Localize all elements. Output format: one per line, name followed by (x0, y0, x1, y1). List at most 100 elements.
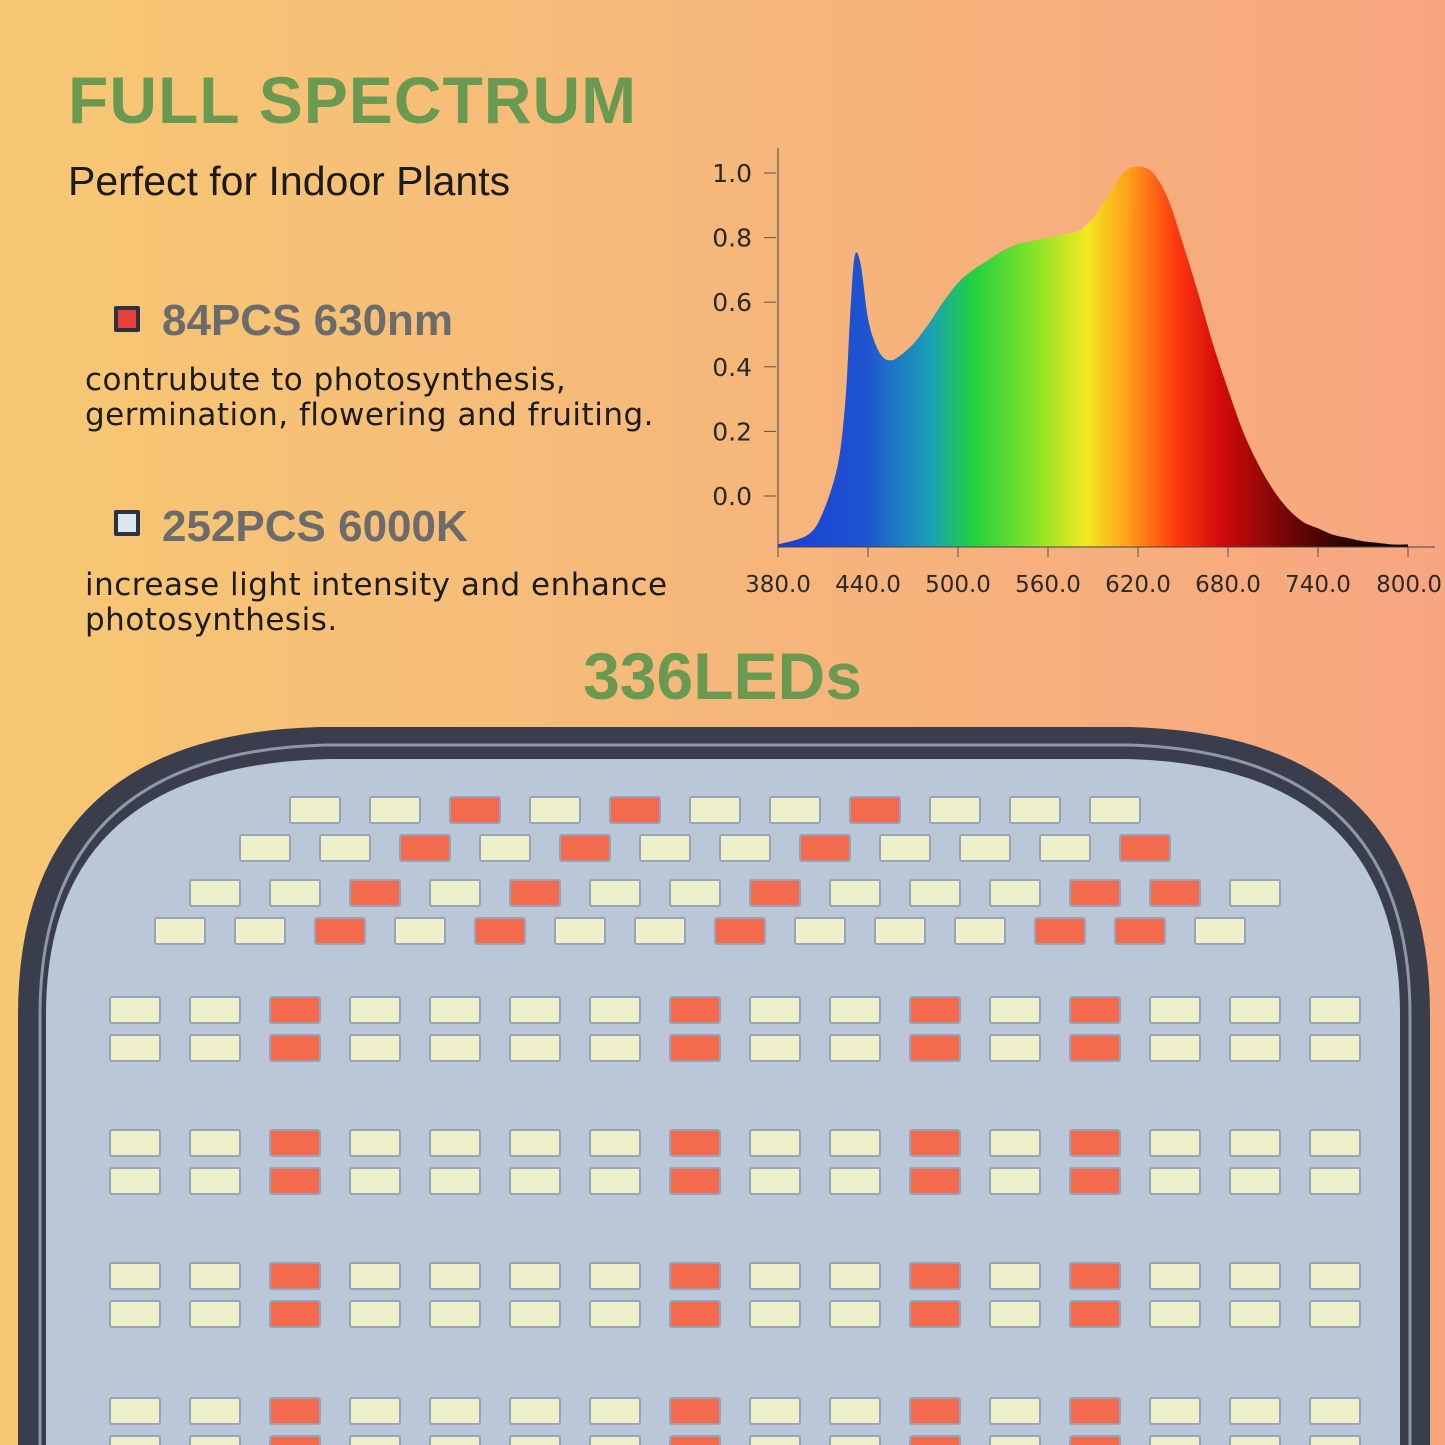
white-led-chip (769, 796, 821, 824)
white-led-chip (109, 1435, 161, 1445)
x-tick-label: 500.0 (925, 572, 991, 598)
white-led-chip (794, 917, 846, 945)
red-led-desc-line-1: contrubute to photosynthesis, (85, 362, 567, 398)
white-led-chip (639, 834, 691, 862)
white-led-chip (109, 996, 161, 1024)
red-led-chip (669, 1397, 721, 1425)
red-led-chip (1114, 917, 1166, 945)
white-led-chip (749, 1435, 801, 1445)
white-led-chip (749, 1262, 801, 1290)
white-led-chip (1149, 1300, 1201, 1328)
y-axis-ticks: 0.0 0.2 0.4 0.6 0.8 1.0 (712, 159, 776, 511)
white-led-spec-heading: 252PCS 6000K (162, 502, 468, 551)
red-led-chip (1069, 1129, 1121, 1157)
red-led-chip (1069, 1300, 1121, 1328)
white-led-chip (349, 1300, 401, 1328)
red-led-swatch-icon (114, 306, 140, 332)
white-led-chip (749, 996, 801, 1024)
white-led-chip (1149, 1262, 1201, 1290)
white-led-chip (349, 1262, 401, 1290)
white-led-chip (509, 1435, 561, 1445)
x-axis-ticks: 380.0 440.0 500.0 560.0 620.0 680.0 740.0 800.0 (745, 547, 1442, 598)
white-led-chip (239, 834, 291, 862)
white-led-chip (349, 1034, 401, 1062)
red-led-chip (269, 1397, 321, 1425)
red-led-chip (269, 1129, 321, 1157)
white-led-chip (429, 1167, 481, 1195)
white-led-chip (989, 1397, 1041, 1425)
white-led-chip (1229, 1397, 1281, 1425)
white-led-chip (1309, 1129, 1361, 1157)
white-led-chip (1149, 1167, 1201, 1195)
red-led-chip (1069, 1167, 1121, 1195)
red-led-chip (669, 1262, 721, 1290)
white-led-chip (189, 996, 241, 1024)
white-led-chip (829, 1129, 881, 1157)
white-led-chip (989, 879, 1041, 907)
white-led-chip (479, 834, 531, 862)
white-led-chip (1229, 1300, 1281, 1328)
white-led-chip (1229, 1167, 1281, 1195)
red-led-chip (1069, 996, 1121, 1024)
red-led-chip (799, 834, 851, 862)
red-led-chip (1069, 1034, 1121, 1062)
white-led-chip (509, 1129, 561, 1157)
red-led-chip (609, 796, 661, 824)
white-led-chip (349, 1435, 401, 1445)
red-led-chip (909, 1435, 961, 1445)
white-led-chip (1194, 917, 1246, 945)
white-led-desc-line-1: increase light intensity and enhance (85, 567, 668, 603)
red-led-chip (269, 1435, 321, 1445)
spectrum-area (778, 166, 1408, 547)
white-led-chip (509, 1397, 561, 1425)
white-led-chip (1309, 1167, 1361, 1195)
white-led-chip (909, 879, 961, 907)
red-led-chip (669, 1435, 721, 1445)
led-total-label: 336LEDs (583, 639, 862, 713)
white-led-chip (429, 1262, 481, 1290)
white-led-chip (1149, 1129, 1201, 1157)
white-led-chip (989, 1435, 1041, 1445)
red-led-chip (1069, 1435, 1121, 1445)
white-led-chip (749, 1034, 801, 1062)
white-led-chip (509, 1034, 561, 1062)
led-panel-photo (18, 727, 1430, 1445)
red-led-chip (909, 1262, 961, 1290)
white-led-chip (589, 1129, 641, 1157)
white-led-chip (289, 796, 341, 824)
x-tick-label: 620.0 (1105, 572, 1171, 598)
white-led-chip (1149, 1397, 1201, 1425)
x-tick-label: 740.0 (1285, 572, 1351, 598)
white-led-chip (189, 1262, 241, 1290)
white-led-chip (109, 1034, 161, 1062)
white-led-chip (189, 1300, 241, 1328)
red-led-chip (1119, 834, 1171, 862)
red-led-chip (269, 996, 321, 1024)
white-led-chip (829, 1397, 881, 1425)
white-led-chip (429, 1034, 481, 1062)
white-led-chip (989, 996, 1041, 1024)
red-led-chip (909, 1167, 961, 1195)
white-led-chip (879, 834, 931, 862)
white-led-chip (429, 1397, 481, 1425)
x-tick-label: 380.0 (745, 572, 811, 598)
white-led-chip (829, 1167, 881, 1195)
white-led-chip (154, 917, 206, 945)
white-led-chip (1309, 1300, 1361, 1328)
red-led-spec-heading: 84PCS 630nm (162, 296, 454, 345)
white-led-chip (1229, 1262, 1281, 1290)
white-led-chip (749, 1397, 801, 1425)
white-led-chip (429, 1435, 481, 1445)
red-led-chip (269, 1167, 321, 1195)
red-led-chip (269, 1034, 321, 1062)
white-led-chip (829, 1300, 881, 1328)
red-led-chip (669, 1300, 721, 1328)
y-tick-label: 1.0 (712, 159, 752, 188)
red-led-chip (714, 917, 766, 945)
white-led-chip (749, 1167, 801, 1195)
white-led-chip (509, 1300, 561, 1328)
white-led-chip (429, 996, 481, 1024)
red-led-chip (669, 1167, 721, 1195)
white-led-spec-description: increase light intensity and enhance pho… (85, 568, 668, 638)
white-led-chip (1149, 1034, 1201, 1062)
